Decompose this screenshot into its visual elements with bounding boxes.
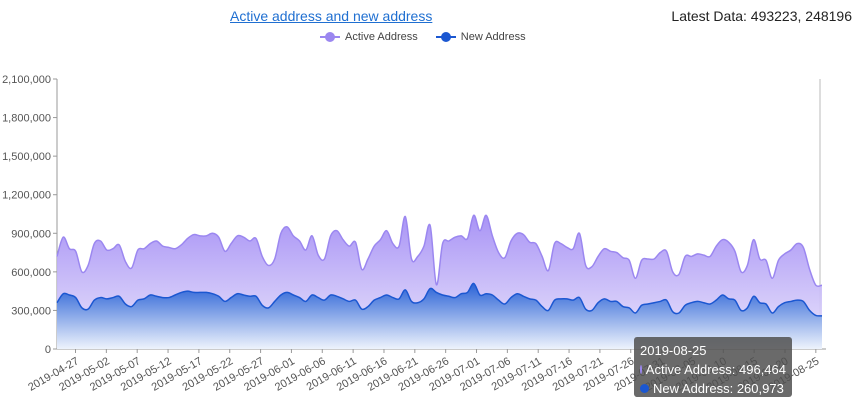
legend: Active Address New Address [320,31,526,43]
tooltip-new-dot-icon [640,384,649,393]
legend-new-label: New Address [460,31,526,43]
y-tick-label: 600,000 [11,267,51,279]
y-tick-label: 900,000 [11,228,51,240]
tooltip: 2019-08-25 Active Address: 496,464 New A… [634,337,792,397]
series-active-line[interactable] [56,214,823,288]
chart-title-link[interactable]: Active address and new address [230,8,433,24]
y-tick-label: 300,000 [11,305,51,317]
legend-active-label: Active Address [345,31,418,43]
y-tick-label: 0 [45,344,51,356]
tooltip-date: 2019-08-25 [640,343,707,358]
legend-new-marker-icon [435,31,456,43]
legend-active-marker-icon [320,31,340,43]
latest-data-label: Latest Data: 493223, 248196 [671,8,852,24]
y-tick-label: 2,100,000 [2,74,51,86]
tooltip-active-row: Active Address: 496,464 [640,360,786,379]
legend-item-new[interactable]: New Address [435,31,526,43]
legend-item-active[interactable]: Active Address [320,31,418,43]
tooltip-new-value: New Address: 260,973 [653,381,784,396]
series-new-area [57,283,822,349]
tooltip-new-row: New Address: 260,973 [640,379,786,398]
tooltip-active-dot-icon [640,365,642,374]
tooltip-active-value: Active Address: 496,464 [645,362,786,377]
y-tick-label: 1,200,000 [2,190,51,202]
series-new-line[interactable] [56,282,823,317]
y-tick-label: 1,800,000 [2,113,51,125]
y-tick-label: 1,500,000 [2,151,51,163]
